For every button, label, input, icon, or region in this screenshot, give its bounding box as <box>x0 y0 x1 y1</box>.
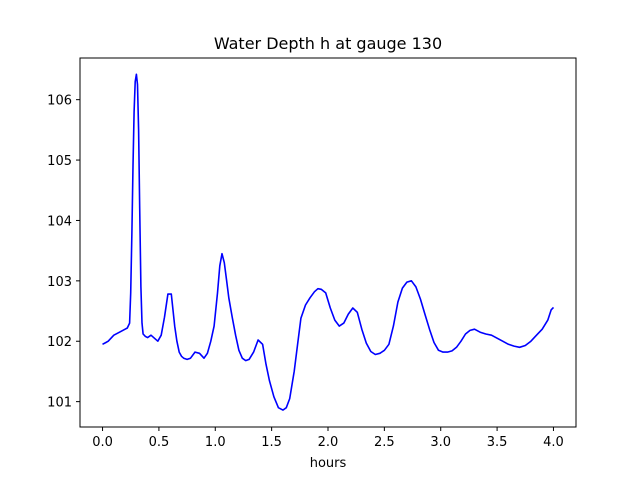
y-tick-label: 102 <box>47 335 72 350</box>
x-tick-label: 0.0 <box>92 435 113 450</box>
series-line-0 <box>102 73 555 411</box>
y-tick-label: 104 <box>47 214 72 229</box>
x-axis-label: hours <box>310 456 347 471</box>
x-tick-label: 2.0 <box>318 435 339 450</box>
x-tick-label: 0.5 <box>149 435 170 450</box>
x-tick-label: 1.5 <box>261 435 282 450</box>
plot-area <box>102 73 555 411</box>
chart-title: Water Depth h at gauge 130 <box>214 34 442 53</box>
x-tick-label: 4.0 <box>543 435 564 450</box>
x-tick-label: 1.0 <box>205 435 226 450</box>
x-tick-label: 3.5 <box>487 435 508 450</box>
y-tick-label: 103 <box>47 275 72 290</box>
x-tick-label: 3.0 <box>430 435 451 450</box>
y-tick-label: 106 <box>47 94 72 109</box>
x-tick-label: 2.5 <box>374 435 395 450</box>
y-tick-label: 105 <box>47 154 72 169</box>
axes: 0.0 0.5 1.0 1.5 2.0 2.5 3.0 3.5 4.0 101 102 103 104 1… <box>47 57 577 450</box>
y-tick-label: 101 <box>47 396 72 411</box>
